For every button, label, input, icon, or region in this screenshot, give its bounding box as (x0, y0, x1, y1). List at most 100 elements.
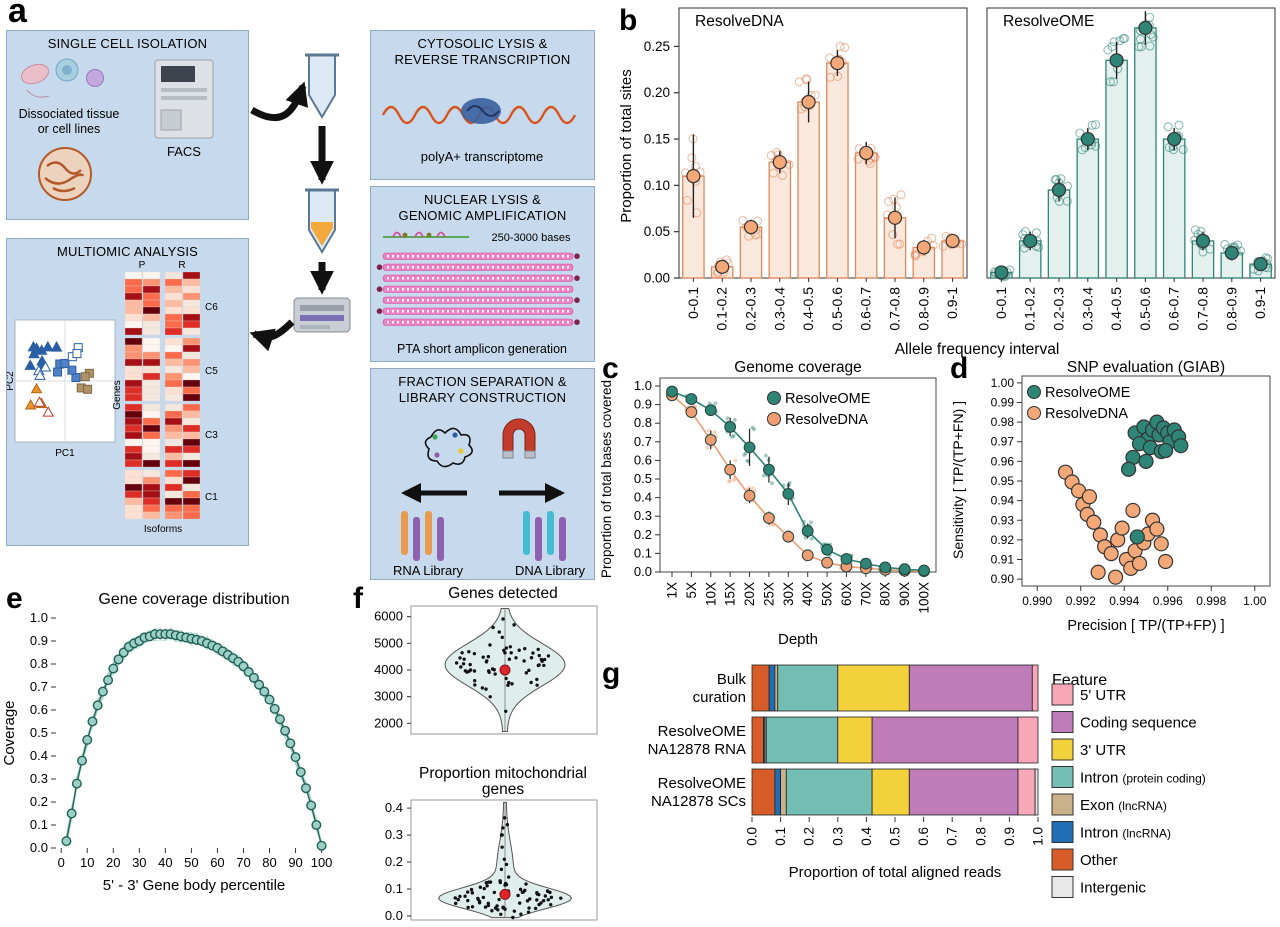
svg-text:Proportion of total sites: Proportion of total sites (618, 69, 635, 222)
multiomic-analysis-title: MULTIOMIC ANALYSIS (56, 244, 199, 259)
svg-text:e: e (6, 582, 23, 615)
svg-text:0.20: 0.20 (644, 85, 670, 100)
svg-text:0.3: 0.3 (385, 827, 403, 842)
multiomic-analysis-box: MULTIOMIC ANALYSIS PC2 PC1 P R Genes Iso… (5, 238, 249, 546)
svg-text:100: 100 (311, 855, 333, 870)
svg-text:0.91: 0.91 (991, 553, 1015, 567)
svg-text:curation: curation (693, 689, 746, 706)
svg-text:0.1-0.2: 0.1-0.2 (714, 287, 730, 331)
svg-text:0.7-0.8: 0.7-0.8 (1195, 287, 1211, 331)
svg-text:ResolveDNA: ResolveDNA (695, 13, 784, 30)
svg-text:6000: 6000 (374, 609, 403, 624)
tube-icon-lysate (305, 188, 339, 254)
svg-text:5X: 5X (684, 582, 699, 599)
svg-text:0.5: 0.5 (30, 725, 48, 740)
svg-text:0.8: 0.8 (30, 656, 48, 671)
svg-text:80X: 80X (878, 582, 893, 606)
svg-text:0.9: 0.9 (1002, 827, 1017, 846)
svg-text:0.7: 0.7 (30, 679, 48, 694)
svg-text:0.8: 0.8 (634, 415, 652, 430)
svg-text:Other: Other (1080, 852, 1118, 869)
svg-text:0.3: 0.3 (634, 508, 652, 523)
svg-text:Intergenic: Intergenic (1080, 880, 1146, 897)
amplicon-icon (376, 252, 580, 326)
svg-text:0.6-0.7: 0.6-0.7 (1166, 287, 1182, 331)
isoforms-label: Isoforms (144, 524, 182, 535)
pc1-label: PC1 (55, 448, 75, 459)
svg-text:ResolveOME: ResolveOME (1045, 385, 1131, 401)
svg-text:0.4: 0.4 (859, 827, 874, 846)
svg-text:0.6: 0.6 (916, 827, 931, 846)
svg-text:ResolveOME: ResolveOME (785, 391, 871, 407)
svg-text:Sensitivity [ TP/(TP+FN) ]: Sensitivity [ TP/(TP+FN) ] (950, 401, 966, 559)
svg-text:0.4: 0.4 (30, 748, 48, 763)
rna-library-icon (401, 510, 444, 561)
svg-text:1.0: 1.0 (634, 378, 652, 393)
fraction-illustration: RNA Library DNA Library (393, 418, 586, 578)
svg-text:Precision [ TP/(TP+FP) ]: Precision [ TP/(TP+FP) ] (1067, 618, 1224, 634)
genomic-template-icon (383, 231, 469, 238)
svg-text:0.2: 0.2 (30, 794, 48, 809)
dna-library-icon (523, 510, 566, 561)
heatmap-col-r-label: R (178, 260, 185, 271)
svg-text:0.10: 0.10 (644, 178, 670, 193)
cluster-label-c6: C6 (205, 302, 218, 313)
svg-text:Intron(lncRNA): Intron (lncRNA) (1080, 825, 1171, 842)
svg-text:Depth: Depth (778, 631, 818, 648)
svg-text:0.1: 0.1 (773, 827, 788, 846)
svg-text:3000: 3000 (374, 689, 403, 704)
nuclear-lysis-title-line1: NUCLEAR LYSIS & (424, 192, 541, 207)
svg-text:0.4: 0.4 (634, 490, 652, 505)
dissociated-cells-icon (20, 58, 104, 98)
pta-caption: PTA short amplicon generation (397, 342, 567, 356)
svg-text:0.998: 0.998 (1196, 594, 1226, 608)
svg-text:0.3: 0.3 (30, 771, 48, 786)
svg-text:NA12878 SCs: NA12878 SCs (651, 793, 746, 810)
svg-text:0.4-0.5: 0.4-0.5 (1108, 287, 1124, 331)
genome-coverage-line-chart: c Genome coverage 0.0 0.1 0.2 0.3 0.4 0.5 0.6 0.7… (599, 352, 937, 648)
rna-library-label: RNA Library (393, 563, 464, 578)
svg-text:0.94: 0.94 (991, 494, 1015, 508)
fraction-separation-box: FRACTION SEPARATION & LIBRARY CONSTRUCTI… (370, 368, 595, 580)
svg-text:4000: 4000 (374, 662, 403, 677)
svg-text:100X: 100X (917, 582, 932, 614)
svg-text:1.00: 1.00 (991, 376, 1015, 390)
svg-text:0-0.1: 0-0.1 (993, 287, 1009, 319)
tissue-caption-line2: or cell lines (38, 122, 101, 136)
svg-text:3' UTR: 3' UTR (1080, 742, 1126, 759)
nuclear-lysis-title-line2: GENOMIC AMPLIFICATION (398, 208, 567, 224)
svg-text:0.5-0.6: 0.5-0.6 (1137, 287, 1153, 331)
svg-text:Proportion of total aligned re: Proportion of total aligned reads (789, 864, 1002, 881)
svg-text:0.6: 0.6 (634, 452, 652, 467)
svg-text:0.2: 0.2 (634, 527, 652, 542)
polya-transcript-icon (381, 97, 577, 124)
svg-text:5' - 3' Gene body percentile: 5' - 3' Gene body percentile (103, 877, 286, 894)
svg-text:0.99: 0.99 (991, 395, 1015, 409)
svg-text:ResolveOME: ResolveOME (658, 723, 746, 740)
svg-text:5000: 5000 (374, 635, 403, 650)
polya-caption: polyA+ transcriptome (421, 149, 543, 164)
svg-text:1.0: 1.0 (1031, 827, 1046, 846)
svg-text:50X: 50X (820, 582, 835, 606)
svg-text:0.8-0.9: 0.8-0.9 (1223, 287, 1239, 331)
svg-text:ResolveDNA: ResolveDNA (1045, 406, 1128, 422)
svg-text:0.2-0.3: 0.2-0.3 (743, 287, 759, 331)
svg-text:0.95: 0.95 (991, 474, 1015, 488)
svg-text:d: d (950, 352, 968, 385)
svg-text:40X: 40X (800, 582, 815, 606)
svg-text:0.0: 0.0 (30, 840, 48, 855)
svg-text:ResolveOME: ResolveOME (658, 775, 746, 792)
flow-cell-icon (293, 297, 351, 333)
arrow-isolation-to-tube (250, 81, 309, 122)
cytosolic-lysis-box: CYTOSOLIC LYSIS & REVERSE TRANSCRIPTION … (370, 30, 595, 180)
allele-frequency-bar-chart: b Proportion of total sites ResolveDNA 0.00… (618, 4, 1276, 358)
svg-text:0.5: 0.5 (634, 471, 652, 486)
svg-text:0.9: 0.9 (634, 397, 652, 412)
svg-text:0.6-0.7: 0.6-0.7 (858, 287, 874, 331)
tube-icon-empty (305, 53, 339, 119)
svg-text:0.90: 0.90 (991, 572, 1015, 586)
svg-text:70X: 70X (858, 582, 873, 606)
svg-text:g: g (602, 657, 620, 690)
svg-text:Genome coverage: Genome coverage (734, 359, 862, 376)
